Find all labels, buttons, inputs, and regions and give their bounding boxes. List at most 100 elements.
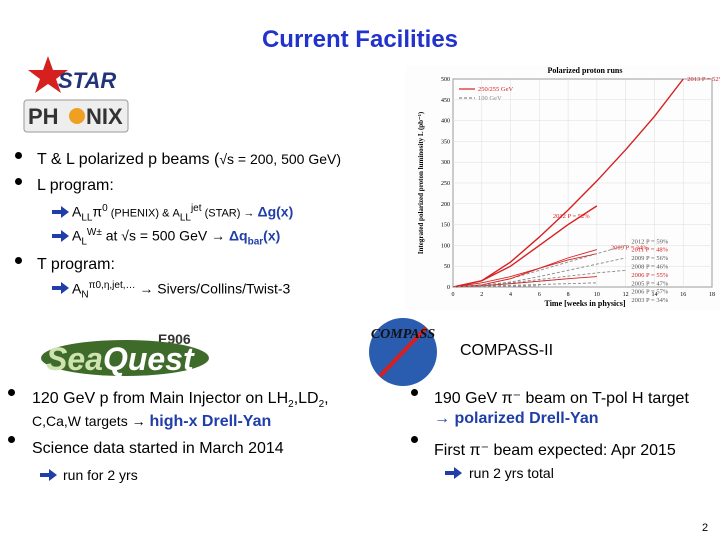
logos: STAR PH NIX: [23, 56, 129, 133]
compass-label: COMPASS-II: [460, 342, 554, 359]
sub-text: ALLπ0 (PHENIX) & ALLjet (STAR) → Δg(x): [72, 203, 293, 223]
text: Sea: [46, 341, 103, 377]
arrow: [52, 206, 69, 218]
series-line: [452, 276, 597, 288]
text: ,: [324, 390, 329, 407]
star-logo: STAR: [58, 68, 116, 93]
text: A: [72, 280, 82, 297]
text: A: [72, 203, 82, 220]
text: (STAR) →: [201, 207, 258, 220]
x-tick-label: 8: [567, 292, 570, 298]
text: ,LD: [293, 390, 319, 407]
x-tick-label: 18: [709, 292, 715, 298]
series-annotation: 2009 P = 56%: [631, 255, 668, 262]
text: π0,η,jet,…: [88, 280, 136, 291]
y-tick-label: 100: [441, 243, 450, 249]
arrow: [445, 467, 462, 479]
bullet-text: T & L polarized p beams (√s = 200, 500 G…: [37, 151, 341, 169]
text: N: [81, 289, 89, 301]
x-tick-label: 6: [538, 292, 541, 298]
luminosity-chart: Polarized proton runs Time [weeks in phy…: [405, 65, 720, 310]
series-annotation: 2006 P = 55%: [631, 272, 668, 279]
sub-text: run 2 yrs total: [469, 465, 554, 481]
text: (x): [263, 227, 281, 244]
text: LL: [179, 212, 191, 224]
bullet: [411, 436, 418, 443]
seaquest-name: SeaQuest: [46, 341, 195, 377]
seaquest-bg: [41, 340, 209, 376]
text: A: [72, 227, 82, 244]
text: C,Ca,W targets →: [32, 413, 150, 429]
y-tick-label: 250: [441, 181, 450, 187]
y-axis-label: Integrated polarized proton luminosity L…: [417, 111, 425, 254]
text: bar: [247, 236, 264, 248]
series-annotation: 2013 P = 52%: [687, 76, 720, 83]
text: Quest: [103, 341, 195, 377]
text: (PHENIX) & A: [107, 207, 180, 220]
text: π: [92, 203, 103, 220]
text: W±: [86, 227, 102, 238]
series-annotation: 2012 P = 59%: [631, 238, 668, 245]
text: high-x Drell-Yan: [149, 413, 272, 430]
text: Δq: [228, 227, 248, 244]
x-tick-label: 12: [623, 292, 629, 298]
compass-name: COMPASS: [371, 327, 436, 342]
phenix-logo-left: PH: [28, 104, 59, 129]
series-line: [452, 78, 684, 288]
compass-needle: [378, 326, 428, 378]
y-tick-label: 350: [441, 139, 450, 145]
chart-title: Polarized proton runs: [548, 66, 623, 75]
text: LL: [81, 212, 93, 224]
bullet-text: L program:: [37, 177, 114, 194]
bullet-text: First π⁻ beam expected: Apr 2015: [434, 442, 676, 459]
page-number: 2: [702, 522, 709, 534]
series-annotation: 2005 P = 47%: [631, 280, 668, 287]
compass-logo: COMPASS: [369, 318, 437, 386]
text: T & L polarized p beams (: [37, 151, 220, 168]
series-line: [452, 249, 598, 288]
series-annotation: 2011 P = 48%: [631, 247, 668, 254]
y-tick-label: 300: [441, 160, 450, 166]
series-line: [452, 269, 626, 288]
x-tick-label: 2: [480, 292, 483, 298]
arrow: [52, 230, 69, 242]
y-tick-label: 150: [441, 223, 450, 229]
series-annotation: 2008 P = 46%: [631, 264, 668, 271]
text: → Sivers/Collins/Twist-3: [135, 280, 291, 297]
text: √s = 200, 500 GeV): [219, 151, 342, 167]
bullet-text: T program:: [37, 256, 115, 273]
continuation: → polarized Drell-Yan: [434, 410, 599, 427]
chart-bg: [405, 65, 720, 310]
series-annotation: 2009 P = 34%: [611, 245, 648, 252]
seaquest-logo: E906 SeaQuest: [41, 331, 209, 377]
series-line: [452, 205, 598, 288]
text: 2: [288, 399, 294, 411]
bullet: [15, 178, 22, 185]
slide-title: Current Facilities: [261, 26, 459, 53]
series-line: [452, 253, 597, 288]
text: L: [81, 236, 87, 248]
text: Δg(x): [257, 203, 294, 220]
text: 0: [102, 203, 108, 214]
x-tick-label: 4: [509, 292, 512, 298]
bullet: [15, 152, 22, 159]
phenix-bird: [69, 108, 85, 124]
phenix-logo-right: NIX: [86, 104, 123, 129]
series-annotation: 2003 P = 34%: [631, 297, 668, 304]
series-annotation: 2012 P = 52%: [553, 213, 590, 220]
bullet-text: 190 GeV π⁻ beam on T-pol H target: [434, 390, 689, 407]
bullet: [8, 436, 15, 443]
text: jet: [190, 203, 202, 214]
series-line: [452, 257, 626, 288]
x-tick-label: 0: [452, 292, 455, 298]
y-tick-label: 500: [441, 77, 450, 83]
bullet: [15, 257, 22, 264]
bullet-text: 120 GeV p from Main Injector on LH2,LD2,: [32, 390, 329, 410]
x-axis-label: Time [weeks in physics]: [545, 299, 626, 308]
star-icon: [28, 56, 68, 93]
y-tick-label: 200: [441, 202, 450, 208]
text: 120 GeV p from Main Injector on LH: [32, 390, 289, 407]
series-annotation: 2006 P = 57%: [631, 289, 668, 296]
series-line: [452, 285, 540, 288]
